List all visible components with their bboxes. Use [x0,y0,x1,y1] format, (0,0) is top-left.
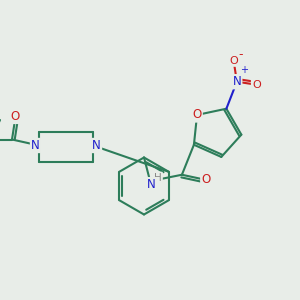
Text: O: O [230,56,238,66]
Text: H: H [154,173,162,183]
Text: +: + [240,65,248,75]
Text: O: O [201,173,211,186]
Text: N: N [31,139,40,152]
Text: N: N [232,75,241,88]
Text: O: O [11,110,20,123]
Text: O: O [252,80,261,90]
Text: N: N [92,139,101,152]
Text: N: N [147,178,155,191]
Text: -: - [238,48,243,61]
Text: O: O [192,108,202,122]
